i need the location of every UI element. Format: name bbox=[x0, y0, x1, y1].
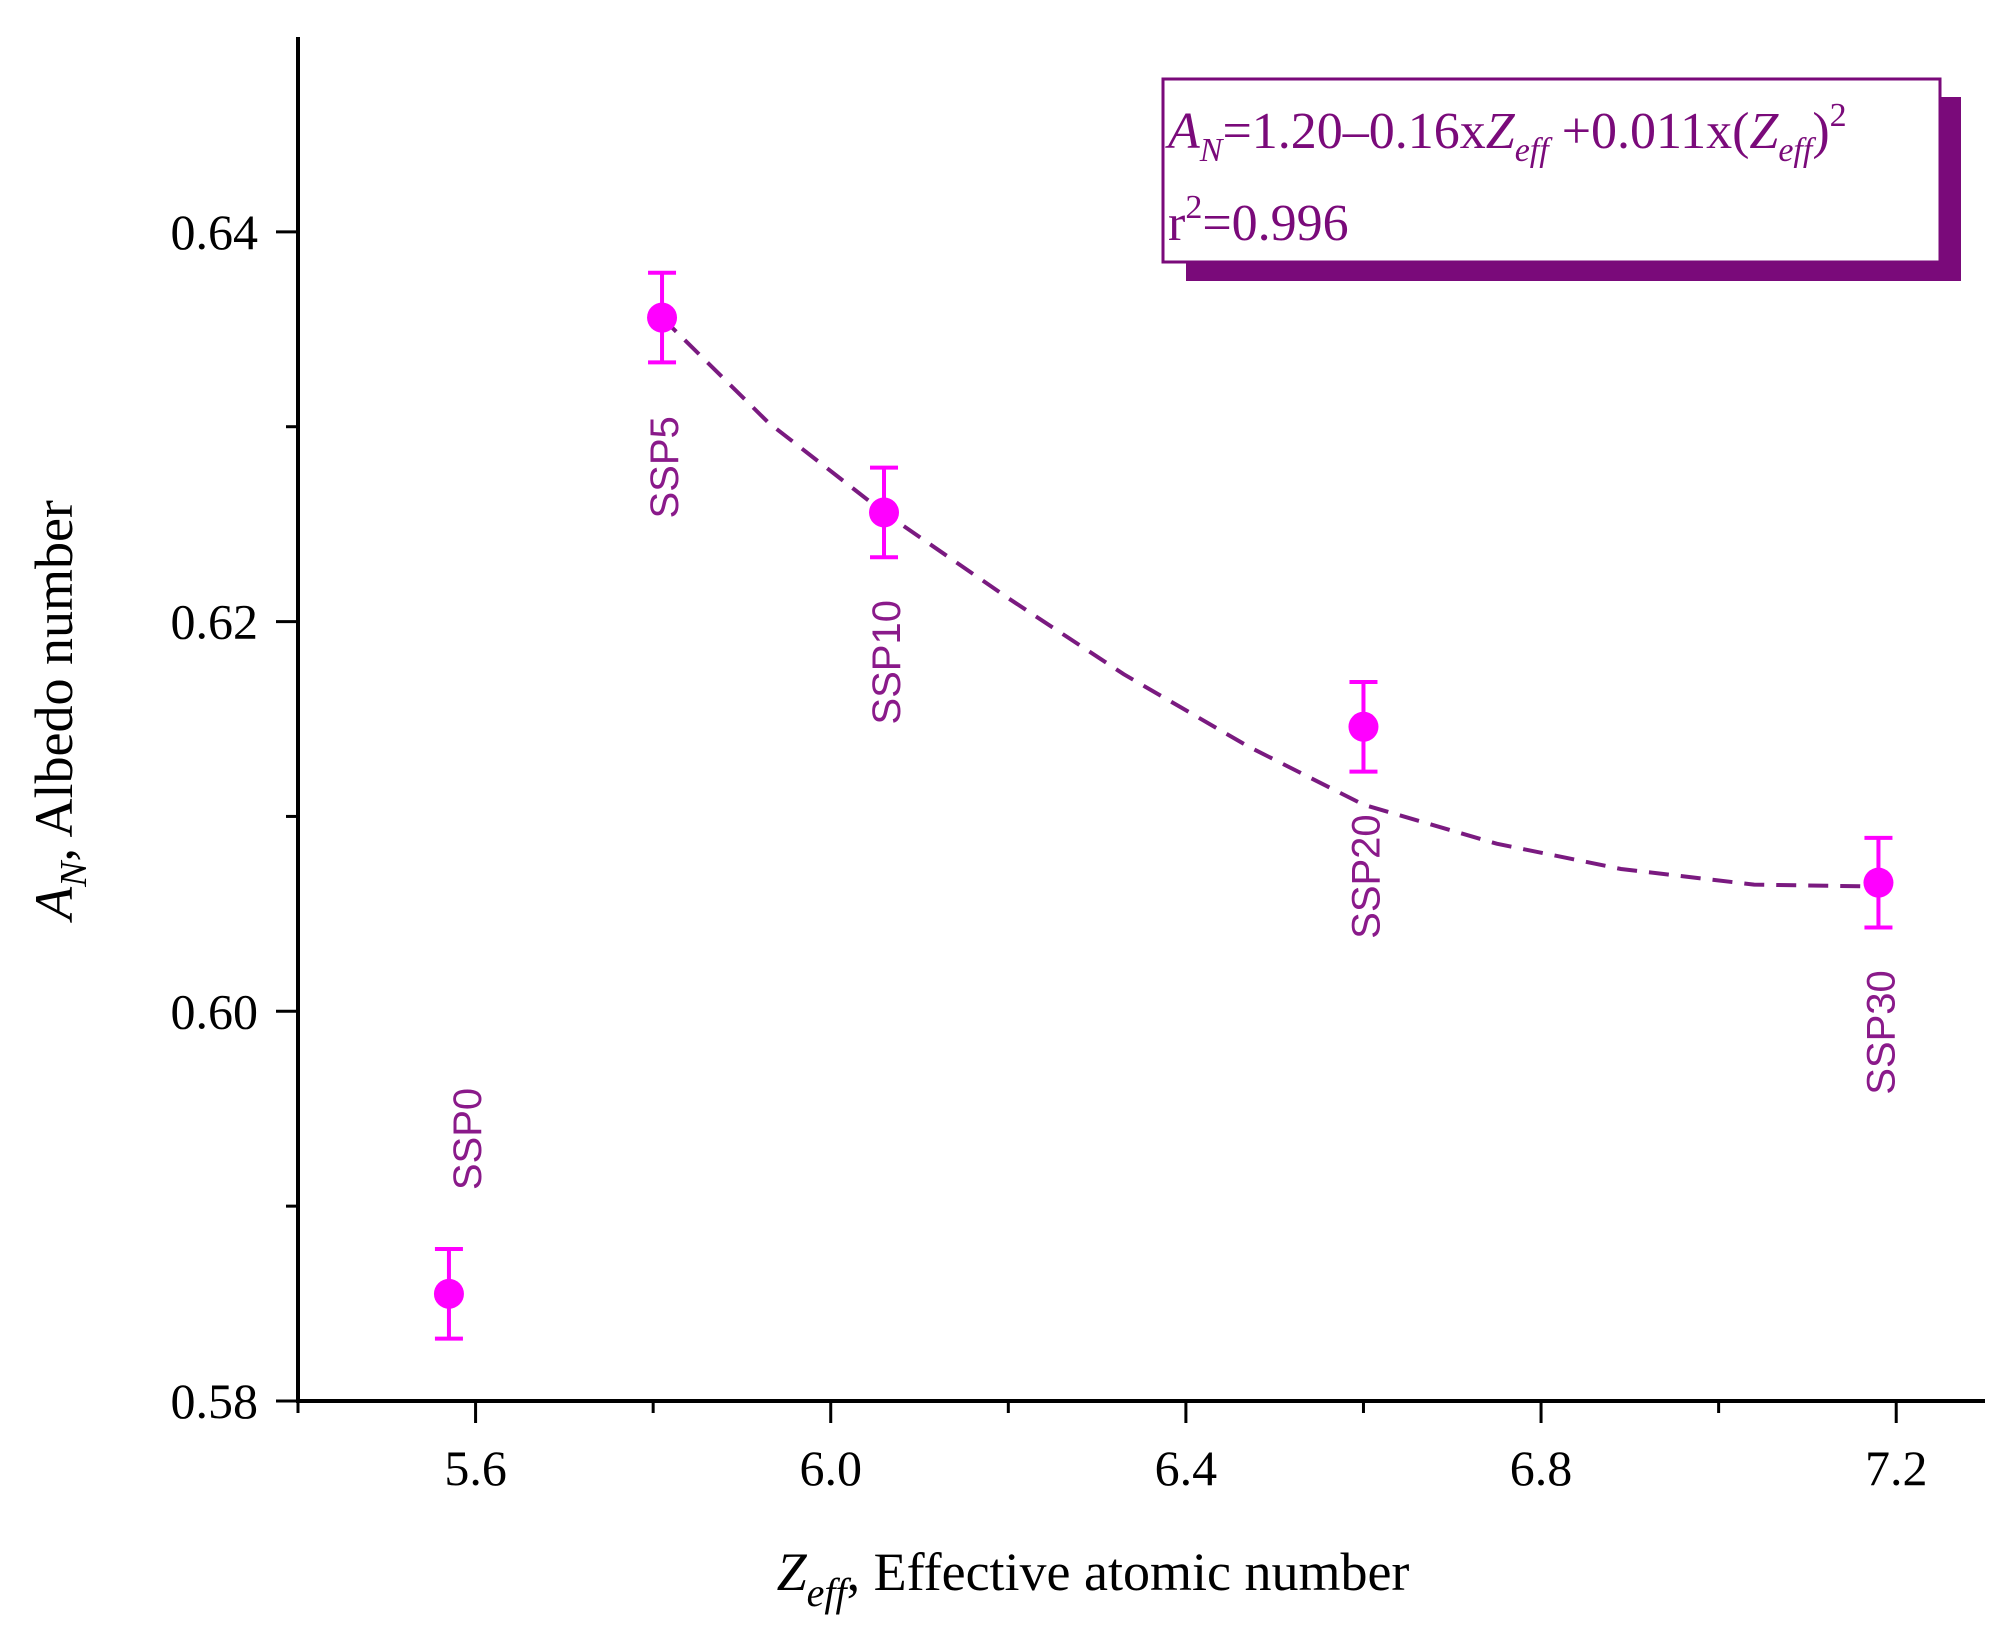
y-tick-label: 0.64 bbox=[171, 204, 259, 260]
data-point bbox=[1348, 711, 1379, 742]
x-tick-label: 5.6 bbox=[444, 1440, 507, 1496]
equation-box: AN=1.20–0.16xZeff +0.011x(Zeff)2 r2=0.99… bbox=[1161, 77, 1961, 281]
x-tick-label: 7.2 bbox=[1865, 1440, 1928, 1496]
y-ticks: 0.58 0.60 0.62 0.64 bbox=[171, 204, 298, 1429]
fit-curve-group bbox=[660, 316, 1879, 889]
x-tick-label: 6.4 bbox=[1155, 1440, 1218, 1496]
equation-text: AN=1.20–0.16xZeff +0.011x(Zeff)2 bbox=[1165, 97, 1847, 169]
y-axis-title: AN, Albedo number bbox=[24, 500, 95, 923]
fit-curve bbox=[660, 316, 1879, 889]
data-point bbox=[1863, 867, 1894, 898]
point-label: SSP30 bbox=[1860, 970, 1904, 1095]
y-tick-label: 0.58 bbox=[171, 1373, 259, 1429]
point-label: SSP0 bbox=[446, 1088, 490, 1190]
x-tick-label: 6.8 bbox=[1510, 1440, 1573, 1496]
data-points-group bbox=[433, 270, 1894, 1341]
y-tick-label: 0.62 bbox=[171, 594, 259, 650]
x-tick-label: 6.0 bbox=[799, 1440, 862, 1496]
point-label: SSP10 bbox=[865, 600, 909, 725]
point-label: SSP20 bbox=[1345, 814, 1389, 939]
point-labels-group: SSP0 SSP5 SSP10 SSP20 SSP30 bbox=[446, 416, 1904, 1190]
r-squared-text: r2=0.996 bbox=[1168, 189, 1349, 252]
y-tick-label: 0.60 bbox=[171, 983, 259, 1039]
equation-box-frame bbox=[1161, 77, 1942, 264]
data-point bbox=[433, 1278, 464, 1309]
data-point bbox=[647, 302, 678, 333]
data-point bbox=[869, 497, 900, 528]
x-ticks: 5.6 6.0 6.4 6.8 7.2 bbox=[296, 1401, 1928, 1496]
x-axis-title: Zeff, Effective atomic number bbox=[777, 1542, 1410, 1615]
point-label: SSP5 bbox=[643, 416, 687, 518]
